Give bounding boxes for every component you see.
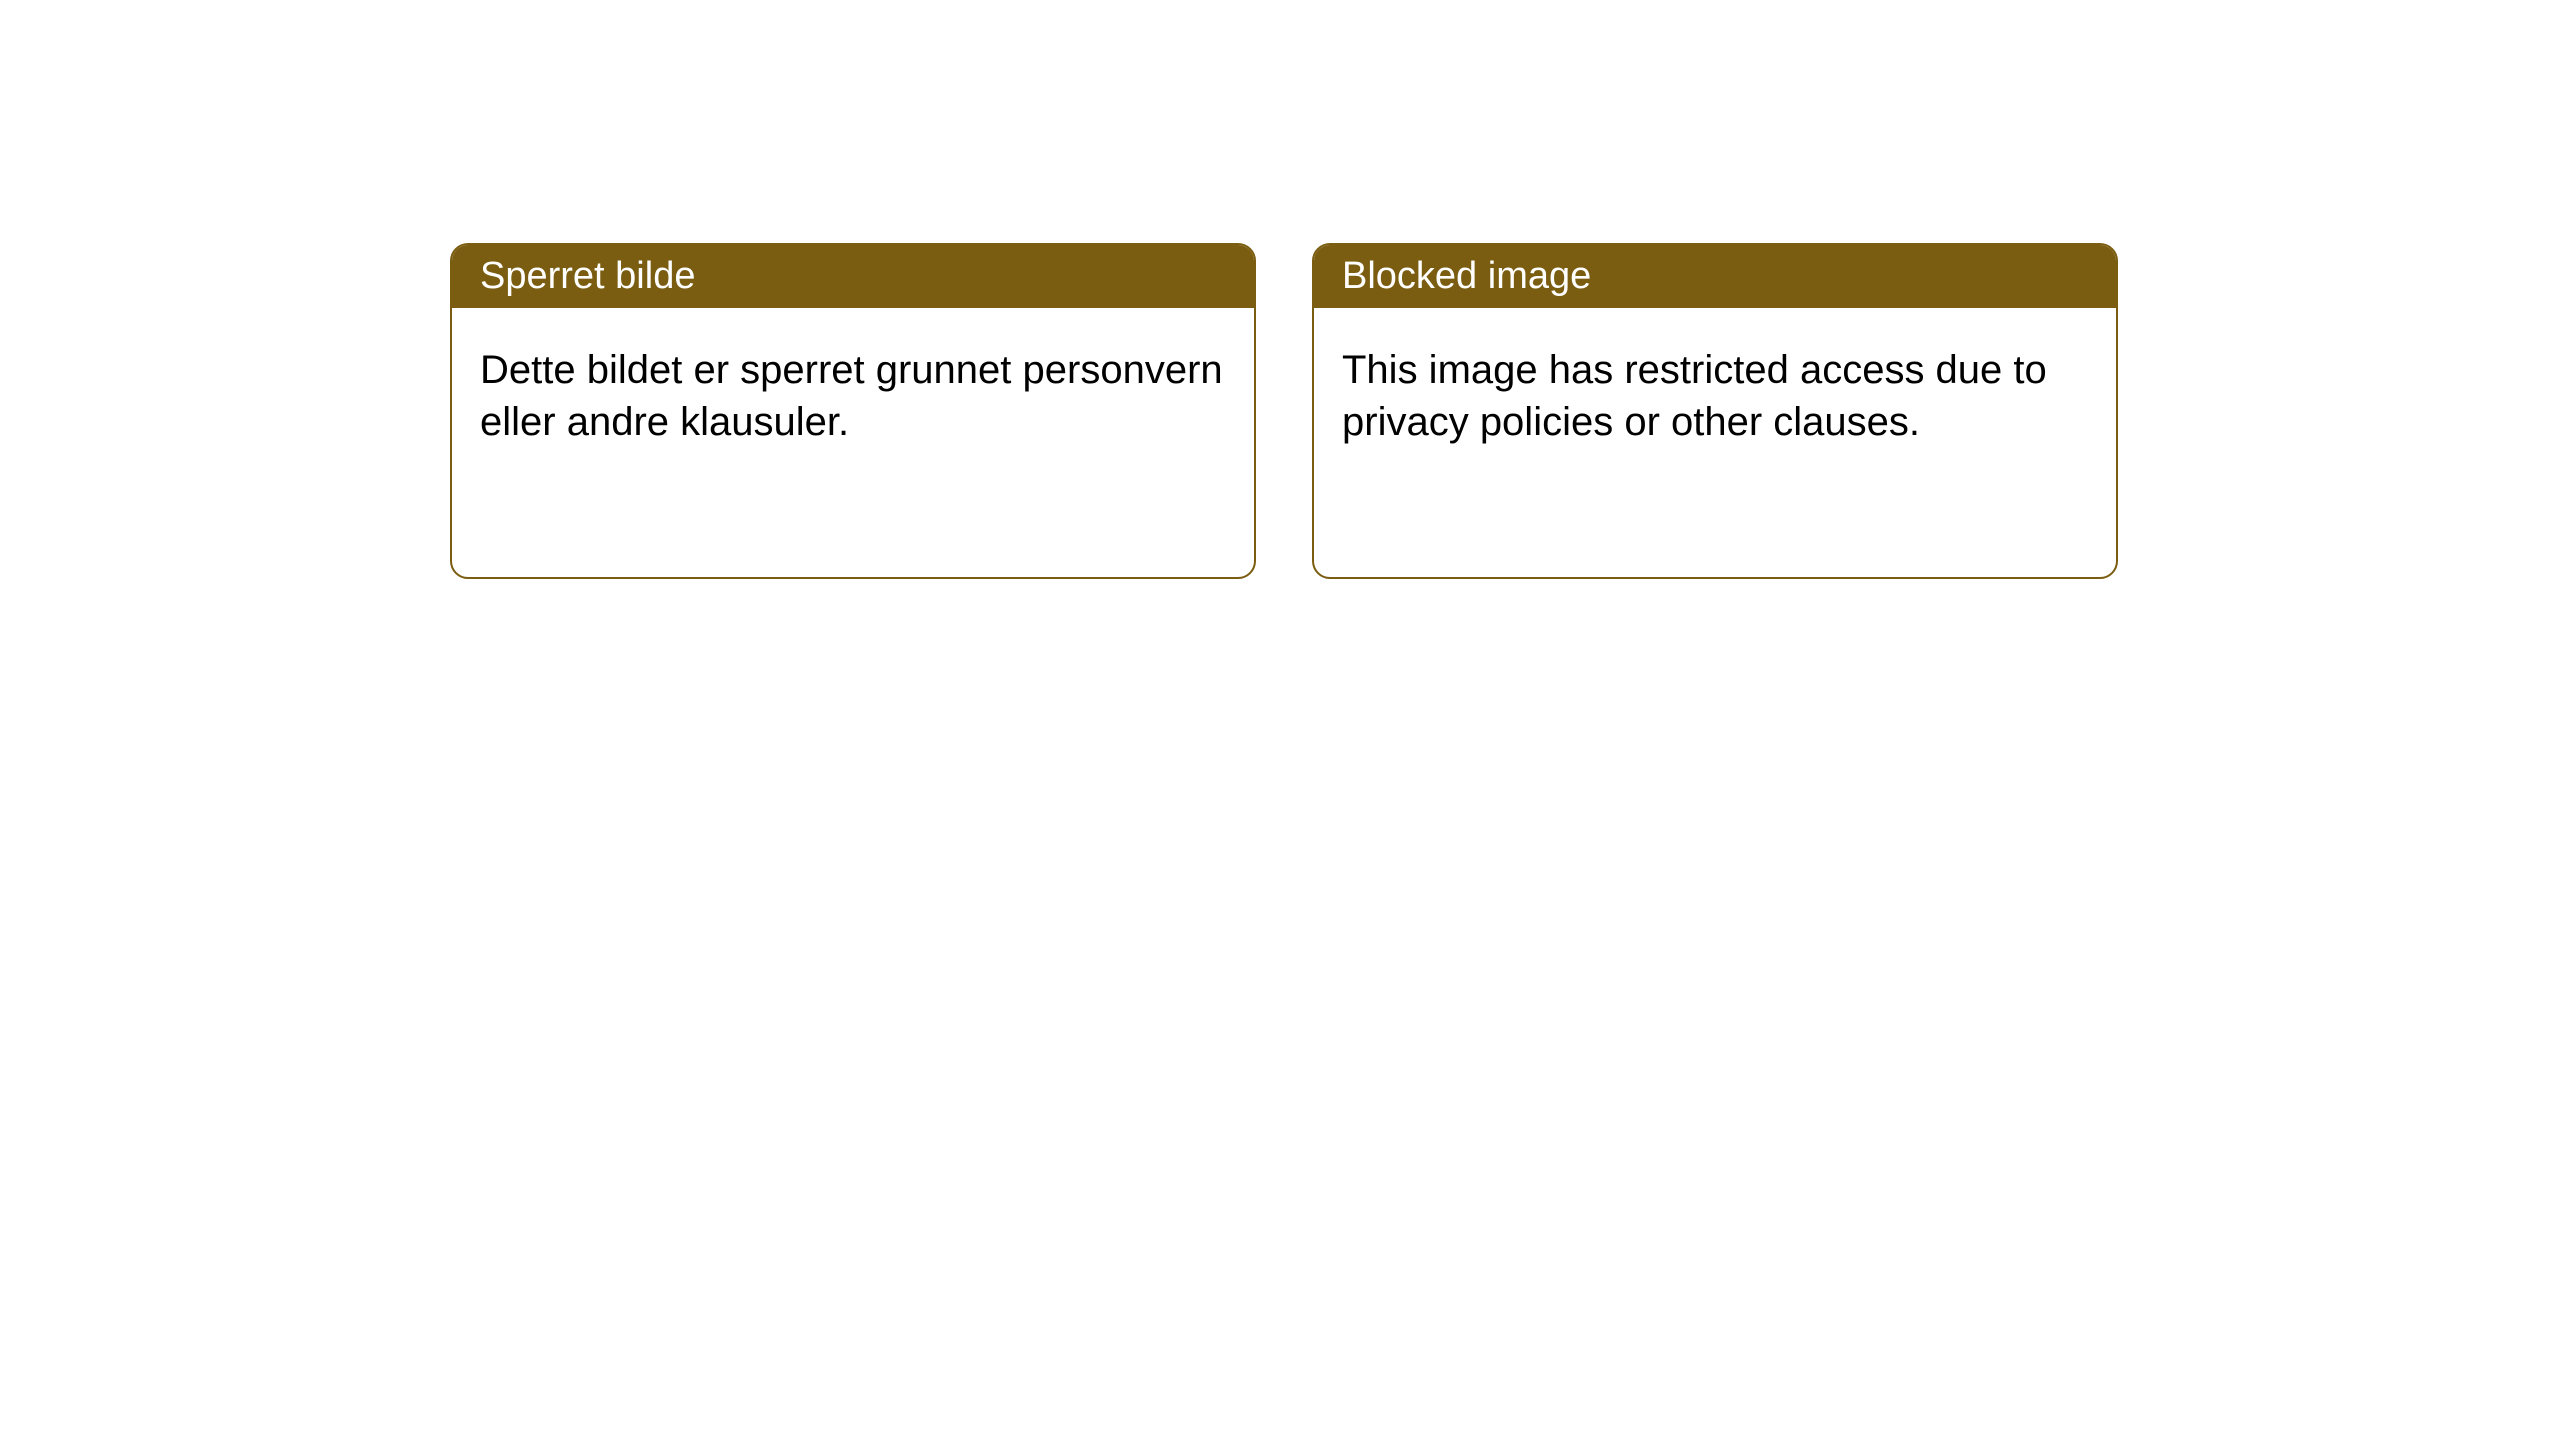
notice-card-english: Blocked image This image has restricted …	[1312, 243, 2118, 579]
notice-cards-container: Sperret bilde Dette bildet er sperret gr…	[450, 243, 2118, 579]
notice-card-header: Blocked image	[1314, 245, 2116, 308]
notice-card-body: Dette bildet er sperret grunnet personve…	[452, 308, 1254, 484]
notice-message: Dette bildet er sperret grunnet personve…	[480, 348, 1223, 444]
notice-card-norwegian: Sperret bilde Dette bildet er sperret gr…	[450, 243, 1256, 579]
notice-card-header: Sperret bilde	[452, 245, 1254, 308]
notice-card-body: This image has restricted access due to …	[1314, 308, 2116, 484]
notice-title: Blocked image	[1342, 255, 1591, 297]
notice-message: This image has restricted access due to …	[1342, 348, 2047, 444]
notice-title: Sperret bilde	[480, 255, 695, 297]
